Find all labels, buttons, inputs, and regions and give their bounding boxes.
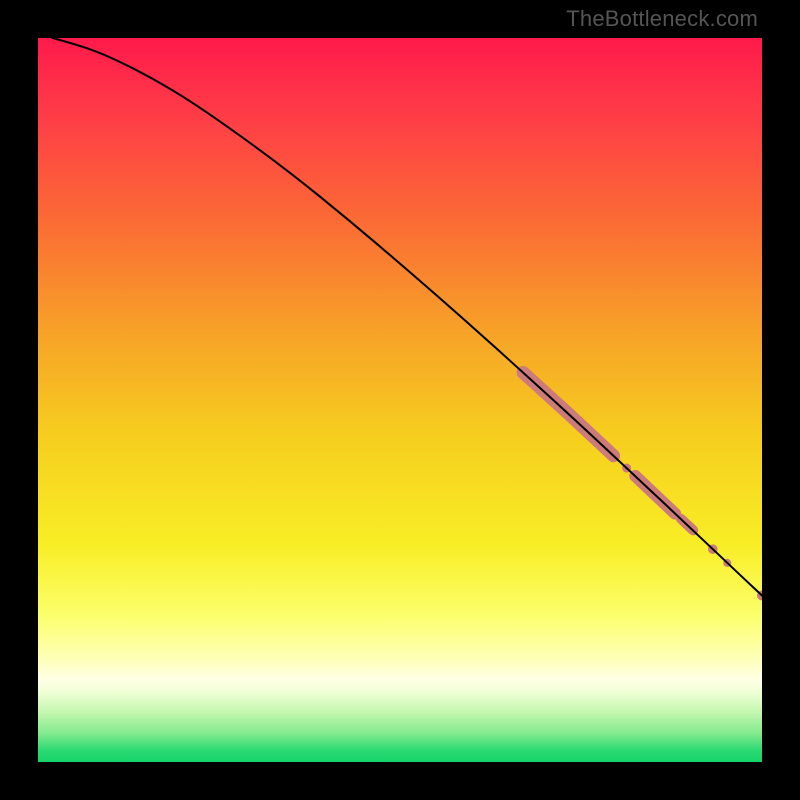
chart-overlay [38,38,762,762]
curve-markers [523,372,762,600]
watermark-text: TheBottleneck.com [566,6,758,32]
chart-plot-area [38,38,762,762]
bottleneck-curve [52,38,762,595]
